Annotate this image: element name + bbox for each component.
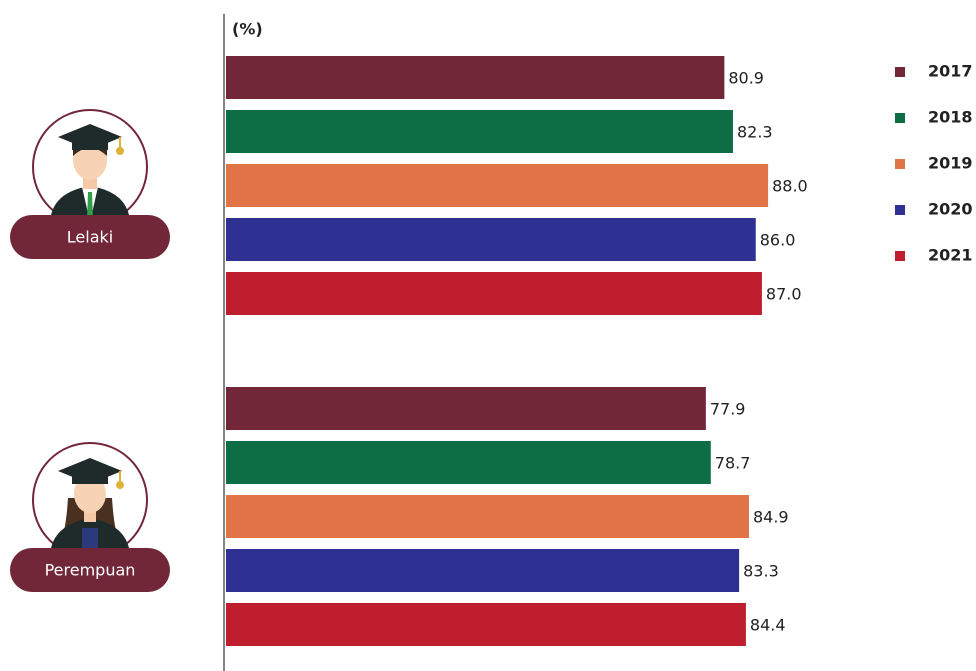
- legend-swatch: [895, 251, 905, 261]
- bar: [226, 495, 749, 538]
- bar: [226, 441, 711, 484]
- legend-swatch: [895, 205, 905, 215]
- legend-label: 2019: [928, 154, 973, 173]
- value-label: 83.3: [743, 562, 779, 581]
- bar: [226, 603, 746, 646]
- legend-label: 2020: [928, 200, 973, 219]
- category-pill: [10, 548, 170, 592]
- legend-swatch: [895, 67, 905, 77]
- bar: [226, 549, 740, 592]
- legend-swatch: [895, 159, 905, 169]
- value-label: 87.0: [766, 285, 802, 304]
- value-label: 80.9: [728, 69, 764, 88]
- bar: [226, 110, 733, 153]
- category-label: Perempuan: [45, 561, 136, 580]
- value-label: 82.3: [737, 123, 773, 142]
- value-label: 77.9: [710, 400, 746, 419]
- value-label: 84.9: [753, 508, 789, 527]
- category-pill: [10, 215, 170, 259]
- bar: [226, 218, 756, 261]
- bar: [226, 56, 725, 99]
- value-label: 88.0: [772, 177, 808, 196]
- bar: [226, 164, 769, 207]
- value-label: 78.7: [715, 454, 751, 473]
- unit-label: (%): [232, 20, 263, 39]
- bar: [226, 387, 706, 430]
- legend-label: 2021: [928, 246, 973, 265]
- male-icon: [32, 109, 148, 225]
- legend-label: 2017: [928, 62, 973, 81]
- legend-label: 2018: [928, 108, 973, 127]
- female-icon: [32, 442, 148, 558]
- category-label: Lelaki: [67, 228, 113, 247]
- value-label: 86.0: [760, 231, 796, 250]
- value-label: 84.4: [750, 616, 786, 635]
- legend-swatch: [895, 113, 905, 123]
- bar: [226, 272, 762, 315]
